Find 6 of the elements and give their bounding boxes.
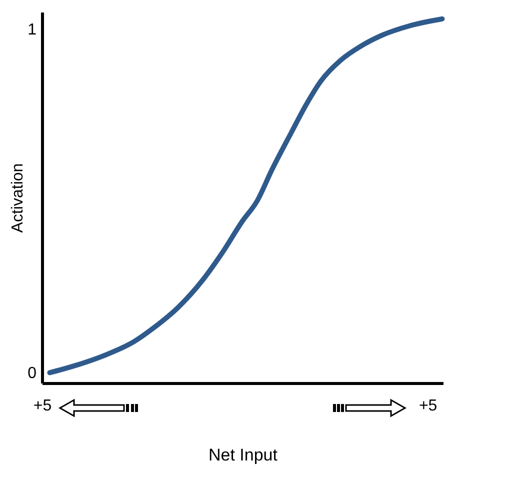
- x-tick-label: +5: [33, 398, 52, 414]
- y-tick-label: 1: [28, 22, 37, 39]
- x-axis-title: Net Input: [208, 446, 278, 464]
- y-axis-title: Activation: [10, 163, 27, 233]
- x-tick-label: +5: [418, 398, 438, 414]
- y-tick-label: 0: [28, 365, 37, 382]
